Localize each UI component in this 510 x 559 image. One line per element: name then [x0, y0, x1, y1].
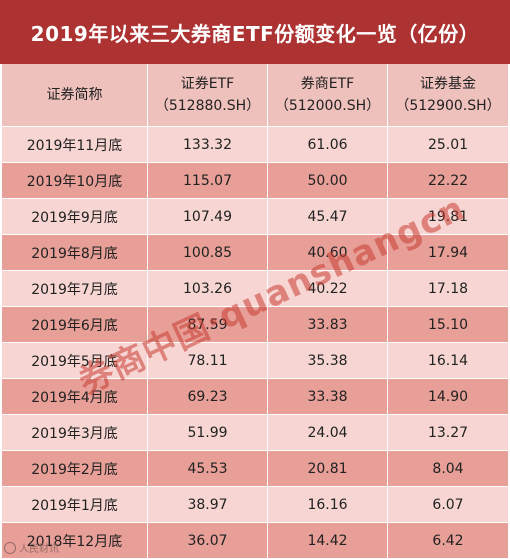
row-value-512880: 107.49 — [148, 199, 268, 234]
table-row: 2019年5月底 78.11 35.38 16.14 — [2, 343, 508, 379]
header-col-512880: 证券ETF （512880.SH） — [148, 64, 268, 126]
table-row: 2019年10月底 115.07 50.00 22.22 — [2, 163, 508, 199]
table-row: 2018年12月底 36.07 14.42 6.42 — [2, 523, 508, 559]
header-col-512900: 证券基金 （512900.SH） — [395, 76, 501, 114]
row-value-512900: 6.42 — [432, 532, 464, 549]
row-date: 2018年12月底 — [2, 523, 148, 558]
row-value-512900: 13.27 — [427, 424, 469, 441]
row-value-512880: 100.85 — [148, 235, 268, 270]
row-date: 2019年7月底 — [2, 271, 148, 306]
table-row: 2019年4月底 69.23 33.38 14.90 — [2, 379, 508, 415]
row-value-512880: 38.97 — [148, 487, 268, 522]
row-value-512900: 14.90 — [427, 388, 469, 405]
row-value-512000: 45.47 — [268, 199, 388, 234]
row-date: 2019年5月底 — [2, 343, 148, 378]
row-value-512900: 8.04 — [432, 460, 464, 477]
row-date: 2019年4月底 — [2, 379, 148, 414]
table-title: 2019年以来三大券商ETF份额变化一览（亿份） — [0, 0, 510, 64]
row-value-512900: 17.94 — [427, 244, 469, 261]
row-value-512900: 25.01 — [427, 136, 469, 153]
row-value-512000: 61.06 — [268, 127, 388, 162]
table-row: 2019年8月底 100.85 40.60 17.94 — [2, 235, 508, 271]
row-value-512000: 35.38 — [268, 343, 388, 378]
row-value-512900: 17.18 — [427, 280, 469, 297]
table-row: 2019年3月底 51.99 24.04 13.27 — [2, 415, 508, 451]
row-value-512900: 15.10 — [427, 316, 469, 333]
table-row: 2019年9月底 107.49 45.47 19.81 — [2, 199, 508, 235]
etf-share-table: 证券简称 证券ETF （512880.SH） 券商ETF （512000.SH） 证… — [2, 64, 508, 559]
row-date: 2019年3月底 — [2, 415, 148, 450]
row-value-512000: 40.22 — [268, 271, 388, 306]
row-value-512880: 51.99 — [148, 415, 268, 450]
row-value-512880: 78.11 — [148, 343, 268, 378]
row-date: 2019年2月底 — [2, 451, 148, 486]
row-value-512900: 16.14 — [427, 352, 469, 369]
table-header-row: 证券简称 证券ETF （512880.SH） 券商ETF （512000.SH） 证… — [2, 64, 508, 127]
header-col-512000: 券商ETF （512000.SH） — [268, 64, 388, 126]
header-security-name: 证券简称 — [2, 64, 148, 126]
row-value-512880: 45.53 — [148, 451, 268, 486]
row-value-512900: 19.81 — [427, 208, 469, 225]
row-value-512000: 33.83 — [268, 307, 388, 342]
row-date: 2019年6月底 — [2, 307, 148, 342]
table-row: 2019年7月底 103.26 40.22 17.18 — [2, 271, 508, 307]
row-date: 2019年10月底 — [2, 163, 148, 198]
logo-circle-icon — [4, 541, 16, 554]
row-value-512000: 33.38 — [268, 379, 388, 414]
row-value-512880: 103.26 — [148, 271, 268, 306]
row-value-512900: 6.07 — [432, 496, 464, 513]
row-value-512000: 40.60 — [268, 235, 388, 270]
row-value-512000: 50.00 — [268, 163, 388, 198]
row-value-512000: 20.81 — [268, 451, 388, 486]
row-value-512880: 133.32 — [148, 127, 268, 162]
row-value-512000: 24.04 — [268, 415, 388, 450]
row-date: 2019年8月底 — [2, 235, 148, 270]
row-value-512880: 87.59 — [148, 307, 268, 342]
row-value-512000: 14.42 — [268, 523, 388, 558]
corner-logo-text: 人民财讯 — [19, 544, 59, 555]
row-value-512000: 16.16 — [268, 487, 388, 522]
row-date: 2019年11月底 — [2, 127, 148, 162]
corner-logo: 人民财讯 — [4, 540, 59, 555]
row-date: 2019年9月底 — [2, 199, 148, 234]
row-value-512880: 69.23 — [148, 379, 268, 414]
row-value-512880: 115.07 — [148, 163, 268, 198]
row-date: 2019年1月底 — [2, 487, 148, 522]
table-row: 2019年11月底 133.32 61.06 25.01 — [2, 127, 508, 163]
row-value-512900: 22.22 — [427, 172, 469, 189]
table-row: 2019年2月底 45.53 20.81 8.04 — [2, 451, 508, 487]
row-value-512880: 36.07 — [148, 523, 268, 558]
table-row: 2019年6月底 87.59 33.83 15.10 — [2, 307, 508, 343]
table-row: 2019年1月底 38.97 16.16 6.07 — [2, 487, 508, 523]
